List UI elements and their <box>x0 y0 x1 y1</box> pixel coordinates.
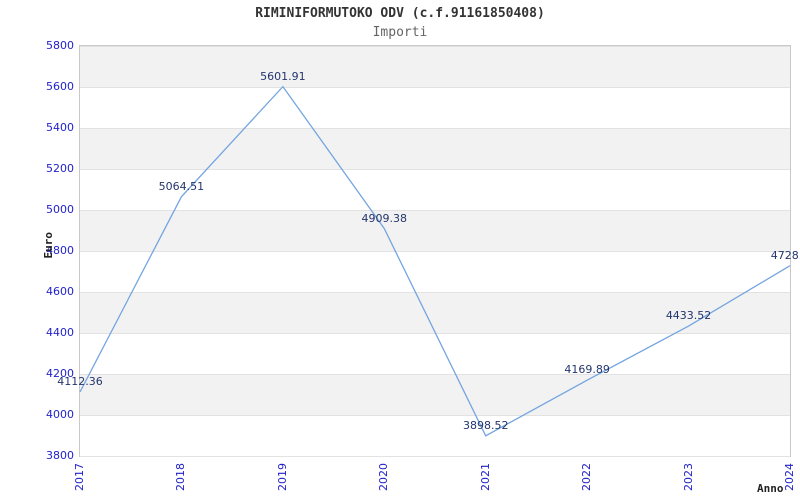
y-gridline <box>80 87 790 88</box>
plot-area <box>79 45 791 457</box>
y-gridline <box>80 251 790 252</box>
data-point-label: 4433.52 <box>665 309 712 323</box>
grid-band <box>80 251 790 292</box>
y-axis-title: Euro <box>42 232 55 259</box>
y-tick-label: 3800 <box>46 449 74 462</box>
y-tick-label: 4800 <box>46 244 74 257</box>
chart-subtitle: Importi <box>372 25 428 40</box>
grid-band <box>80 210 790 251</box>
x-tick-label: 2023 <box>681 463 695 491</box>
y-tick-label: 5200 <box>46 162 74 175</box>
y-tick-label: 4400 <box>46 326 74 339</box>
y-tick-label: 5400 <box>46 121 74 134</box>
data-point-label: 5064.51 <box>158 179 205 193</box>
x-tick-label: 2017 <box>73 463 86 491</box>
grid-band <box>80 292 790 333</box>
x-tick-label: 2019 <box>275 463 289 491</box>
y-gridline <box>80 292 790 293</box>
x-axis-title: Anno <box>757 482 784 495</box>
y-gridline <box>80 46 790 47</box>
data-point-label: 3898.52 <box>462 418 509 432</box>
grid-band <box>80 46 790 87</box>
y-tick-label: 5000 <box>46 203 74 216</box>
y-tick-label: 4600 <box>46 285 74 298</box>
x-tick-label: 2024 <box>783 463 796 491</box>
y-gridline <box>80 374 790 375</box>
y-gridline <box>80 169 790 170</box>
y-tick-label: 5600 <box>46 80 74 93</box>
y-tick-label: 4200 <box>46 367 74 380</box>
data-point-label: 4169.89 <box>564 363 610 377</box>
y-gridline <box>80 456 790 457</box>
x-tick-label: 2018 <box>174 463 188 491</box>
y-tick-label: 5800 <box>46 39 74 52</box>
x-tick-label: 2022 <box>580 463 594 491</box>
y-tick-label: 4000 <box>46 408 74 421</box>
x-tick-label: 2020 <box>377 463 391 491</box>
data-point-label: 4728.2 <box>770 248 800 262</box>
grid-band <box>80 333 790 374</box>
y-gridline <box>80 210 790 211</box>
data-point-label: 4909.38 <box>361 211 408 225</box>
chart-title: RIMINIFORMUTOKO ODV (c.f.91161850408) <box>255 6 545 21</box>
grid-band <box>80 87 790 128</box>
x-tick-label: 2021 <box>478 463 492 491</box>
grid-band <box>80 374 790 415</box>
line-series-svg <box>79 85 791 437</box>
y-gridline <box>80 128 790 129</box>
y-gridline <box>80 415 790 416</box>
data-point-label: 4112.36 <box>57 374 103 388</box>
grid-band <box>80 128 790 169</box>
importi-line <box>79 85 791 437</box>
grid-band <box>80 169 790 210</box>
grid-band <box>80 415 790 456</box>
data-point-label: 5601.91 <box>260 69 306 83</box>
